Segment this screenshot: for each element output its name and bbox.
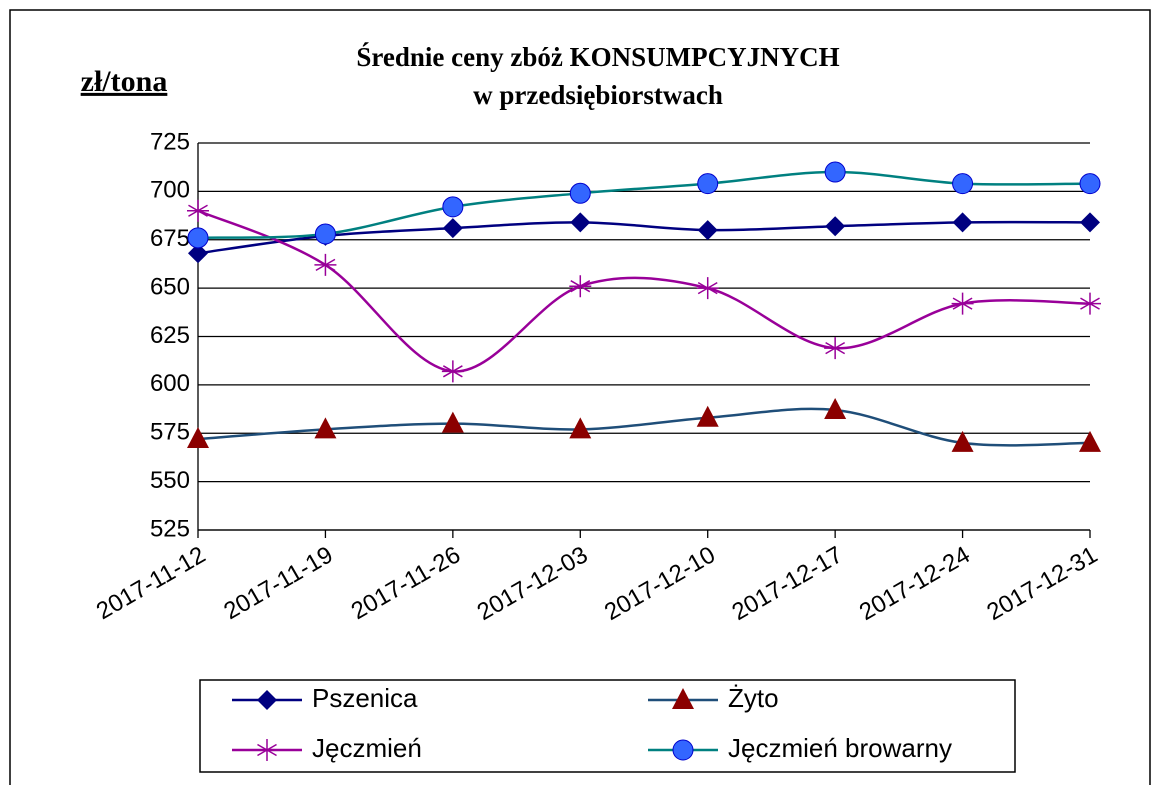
data-point: [952, 173, 974, 195]
chart-title: Średnie ceny zbóż KONSUMPCYJNYCH: [356, 42, 839, 72]
data-point: [188, 243, 208, 264]
legend-marker: [256, 739, 278, 761]
data-point: [951, 430, 974, 452]
legend-marker: [672, 688, 694, 709]
legend-label: Jęczmień: [312, 733, 422, 763]
data-point: [697, 220, 718, 241]
legend-box: [199, 679, 1016, 773]
data-point: [1079, 430, 1101, 452]
series-line: [197, 407, 1091, 447]
series-line: [197, 209, 1091, 373]
y-tick-label: 650: [150, 273, 190, 300]
series-line: [197, 170, 1091, 240]
y-tick-label: 550: [150, 467, 190, 494]
y-tick-label: 625: [150, 322, 190, 349]
y-axis-label: zł/tona: [81, 65, 168, 98]
data-point: [441, 411, 464, 433]
data-point: [696, 277, 719, 300]
data-point: [442, 218, 463, 239]
data-point: [951, 292, 974, 315]
data-point: [825, 216, 846, 237]
data-point: [569, 275, 592, 298]
legend-marker: [672, 739, 694, 761]
data-point: [696, 405, 719, 427]
legend-marker: [257, 690, 277, 710]
data-point: [1079, 173, 1101, 195]
data-point: [569, 417, 592, 439]
data-point: [187, 199, 209, 222]
data-point: [442, 196, 464, 218]
chart-subtitle: w przedsiębiorstwach: [473, 80, 723, 110]
data-point: [824, 161, 846, 183]
data-point: [187, 427, 209, 449]
data-point: [1079, 292, 1101, 315]
data-point: [697, 173, 719, 195]
data-point: [314, 223, 336, 245]
y-tick-label: 700: [150, 177, 190, 204]
y-tick-label: 725: [150, 128, 190, 155]
y-tick-label: 525: [150, 515, 190, 542]
series-line: [197, 220, 1091, 255]
legend-label: Żyto: [728, 683, 779, 713]
data-point: [314, 417, 337, 439]
data-point: [952, 212, 973, 233]
data-point: [187, 227, 209, 249]
data-point: [824, 398, 847, 420]
data-point: [569, 182, 591, 204]
data-point: [570, 212, 591, 233]
data-point: [824, 337, 847, 360]
legend-label: Jęczmień browarny: [728, 733, 952, 763]
legend-label: Pszenica: [312, 683, 418, 713]
data-point: [314, 253, 337, 276]
data-point: [1080, 212, 1100, 233]
chart-border: [9, 9, 1151, 785]
y-tick-label: 675: [150, 225, 190, 252]
y-tick-label: 575: [150, 419, 190, 446]
y-tick-label: 600: [150, 370, 190, 397]
data-point: [441, 360, 464, 383]
